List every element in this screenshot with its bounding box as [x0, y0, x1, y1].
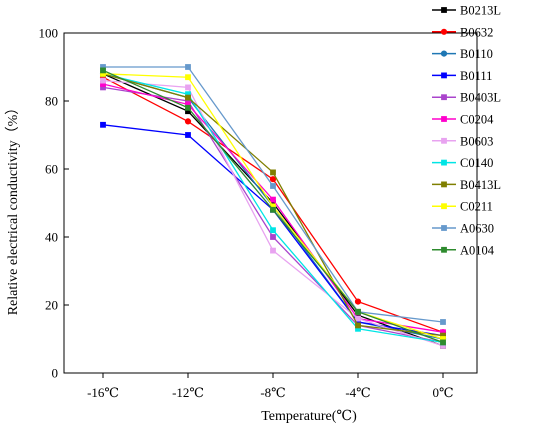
series-layer [99, 64, 447, 349]
data-point [355, 315, 361, 322]
x-tick-label: -12℃ [172, 385, 204, 400]
data-point [185, 84, 191, 91]
legend-marker [441, 225, 447, 231]
legend-item: B0213L [432, 4, 501, 18]
legend-marker [441, 116, 447, 122]
legend-marker [441, 203, 447, 210]
x-tick-label: -16℃ [87, 385, 119, 400]
legend-item: B0403L [432, 91, 501, 105]
data-point [440, 339, 446, 346]
y-tick-label: 0 [52, 366, 59, 381]
data-point [270, 247, 276, 254]
plot-area [63, 32, 478, 374]
legend-label: B0603 [460, 134, 493, 148]
data-point [270, 169, 276, 176]
legend-item: A0104 [432, 243, 495, 257]
data-point [100, 77, 106, 84]
y-axis-title: Relative electrical conductivity（%） [5, 101, 21, 316]
legend-item: B0413L [432, 178, 501, 192]
series-line [102, 79, 444, 347]
data-point [185, 64, 191, 70]
data-point [440, 319, 446, 325]
legend-label: C0211 [460, 200, 493, 214]
data-point [355, 308, 361, 315]
data-point [100, 121, 106, 128]
legend-marker [441, 94, 447, 101]
legend-marker [441, 137, 447, 144]
legend-label: A0104 [460, 243, 495, 257]
data-point [269, 176, 277, 183]
legend-item: B0111 [432, 69, 492, 83]
legend-marker [440, 28, 448, 35]
legend-label: C0204 [460, 113, 494, 127]
legend-item: B0603 [432, 134, 493, 148]
series-line [103, 66, 444, 323]
legend-label: B0111 [460, 69, 492, 83]
data-point [270, 196, 276, 203]
data-point [100, 67, 106, 74]
y-tick-label: 20 [45, 298, 58, 313]
plot-border [63, 32, 478, 374]
legend-label: B0413L [460, 178, 501, 192]
legend-item: C0211 [432, 200, 493, 214]
data-point [354, 298, 362, 305]
series-B0403L [100, 84, 446, 346]
data-point [185, 132, 191, 138]
legend: B0213L B0632 B0110 B0111 B0403L C0204 B0603 C01… [432, 4, 501, 257]
legend-label: B0632 [460, 25, 493, 39]
legend-label: C0140 [460, 156, 493, 170]
data-point [270, 234, 276, 240]
legend-item: A0630 [432, 222, 494, 236]
y-tick-label: 80 [45, 94, 58, 109]
series-line [102, 86, 444, 344]
y-tick-label: 60 [45, 162, 58, 177]
data-point [184, 118, 192, 125]
series-C0211 [100, 70, 446, 342]
data-point [185, 104, 191, 111]
data-point [185, 74, 191, 81]
x-tick-label: -8℃ [260, 385, 285, 400]
legend-label: A0630 [460, 222, 494, 236]
legend-label: B0403L [460, 91, 501, 105]
data-point [270, 206, 276, 213]
x-axis-title: Temperature(℃) [261, 409, 357, 424]
x-tick-label: -4℃ [345, 385, 370, 400]
legend-label: B0110 [460, 47, 493, 61]
legend-marker [441, 181, 447, 188]
data-point [185, 94, 191, 101]
series-A0104 [100, 67, 446, 346]
legend-marker [441, 246, 447, 253]
series-B0603 [100, 77, 446, 349]
data-point [355, 322, 361, 329]
legend-label: B0213L [460, 4, 501, 18]
data-point [270, 227, 276, 234]
legend-marker [441, 72, 447, 79]
y-tick-label: 40 [45, 230, 58, 245]
legend-marker [441, 7, 447, 13]
y-axis: 0 20 40 60 80 100 [39, 26, 69, 381]
legend-marker [440, 50, 448, 57]
data-point [270, 183, 276, 189]
legend-item: C0204 [432, 113, 494, 127]
x-tick-label: 0℃ [432, 385, 453, 400]
legend-item: C0140 [432, 156, 493, 170]
legend-item: B0110 [432, 47, 493, 61]
legend-marker [441, 159, 447, 166]
legend-item: B0632 [432, 25, 493, 39]
x-axis: -16℃ -12℃ -8℃ -4℃ 0℃ [87, 373, 454, 400]
y-tick-label: 100 [39, 26, 59, 41]
